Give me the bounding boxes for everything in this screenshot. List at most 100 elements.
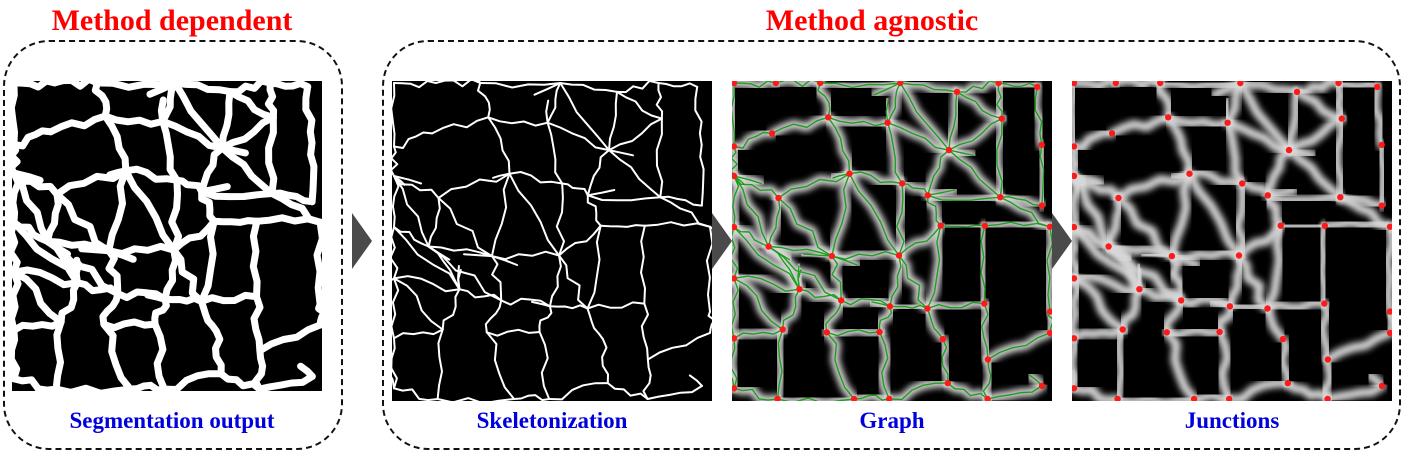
junction-node	[825, 114, 832, 121]
network-edge	[732, 277, 739, 339]
network-edge	[732, 337, 738, 389]
network-edge	[1232, 179, 1249, 260]
segmentation-label: Segmentation output	[69, 408, 275, 433]
network-edge	[1317, 299, 1333, 364]
network-edge	[546, 82, 562, 124]
network-edge	[458, 288, 503, 302]
network-edge	[266, 81, 312, 91]
network-edge	[160, 370, 225, 391]
network-edge	[559, 82, 610, 152]
network-edge	[146, 81, 179, 98]
network-edge	[484, 299, 503, 334]
network-edge	[694, 85, 703, 146]
network-edge	[393, 81, 437, 89]
network-edge	[987, 332, 1051, 361]
junction-node	[1386, 308, 1392, 315]
network-edge	[1284, 114, 1347, 155]
network-edge	[732, 175, 740, 228]
junction-node	[732, 335, 738, 342]
network-edge	[1237, 179, 1273, 200]
junction-node	[796, 286, 803, 293]
network-edge	[197, 297, 220, 335]
network-edge	[12, 219, 21, 276]
junction-node	[732, 143, 738, 150]
junction-node	[899, 180, 906, 187]
network-edge	[826, 331, 855, 400]
network-edge	[1168, 169, 1194, 183]
network-edge	[393, 175, 406, 186]
network-edge	[827, 116, 851, 175]
network-edge	[490, 250, 560, 261]
network-edge	[732, 145, 738, 177]
network-edge	[1134, 284, 1186, 305]
junction-node	[1386, 329, 1392, 337]
network-edge	[899, 82, 958, 93]
network-edge	[733, 275, 801, 292]
junction-node	[1386, 223, 1392, 230]
junction-node	[828, 252, 836, 260]
network-edge	[659, 195, 703, 207]
network-edge	[1234, 251, 1272, 313]
network-edge	[822, 327, 859, 401]
network-edge	[490, 255, 519, 266]
network-edge	[197, 291, 260, 305]
network-edge	[640, 302, 649, 361]
network-edge	[767, 197, 781, 248]
network-edge	[709, 225, 712, 230]
network-edge	[956, 81, 1000, 93]
network-edge	[12, 127, 55, 150]
network-edge	[487, 116, 511, 175]
network-edge	[12, 169, 28, 185]
method-dependent-title: Method dependent	[51, 4, 293, 37]
network-edge	[827, 116, 889, 127]
network-edge	[100, 318, 159, 332]
network-edge	[548, 382, 609, 401]
network-edge	[1263, 304, 1288, 344]
network-edge	[840, 298, 891, 307]
network-edge	[198, 183, 231, 196]
junction-node	[981, 222, 988, 229]
network-edge	[1153, 81, 1175, 122]
network-edge	[586, 224, 602, 310]
network-edge	[898, 254, 929, 310]
junction-node	[895, 252, 903, 259]
network-edge	[831, 255, 858, 266]
network-edge	[508, 172, 560, 257]
network-edge	[943, 378, 993, 401]
network-edge	[393, 226, 461, 291]
network-edge	[941, 338, 949, 384]
method-dependent-box	[3, 40, 343, 450]
network-edge	[393, 226, 430, 248]
junction-node	[1072, 385, 1078, 392]
network-edge	[122, 165, 181, 184]
network-edge	[249, 217, 261, 301]
network-edge	[733, 328, 784, 339]
network-edge	[1263, 190, 1286, 231]
method-agnostic-box	[382, 40, 1401, 450]
network-edge	[168, 176, 183, 254]
network-edge	[392, 277, 395, 281]
junction-node	[1112, 81, 1119, 87]
network-edge	[12, 169, 51, 245]
network-edge	[608, 117, 663, 152]
network-edge	[171, 81, 226, 152]
network-edge	[1263, 185, 1299, 200]
junction-node	[1335, 81, 1342, 87]
network-edge	[997, 82, 1038, 88]
network-edge	[437, 197, 493, 258]
network-edge	[1283, 378, 1333, 401]
network-edge	[151, 295, 170, 328]
network-edge	[485, 331, 516, 400]
network-edge	[643, 221, 711, 228]
network-edge	[1189, 390, 1234, 401]
network-edge	[105, 167, 130, 255]
junction-node	[1378, 141, 1385, 149]
network-edge	[545, 99, 550, 124]
junction-node	[886, 395, 893, 401]
network-edge	[733, 81, 777, 88]
network-edge	[831, 255, 842, 302]
network-edge	[655, 82, 664, 120]
network-edge	[927, 194, 1001, 201]
network-edge	[43, 190, 62, 245]
